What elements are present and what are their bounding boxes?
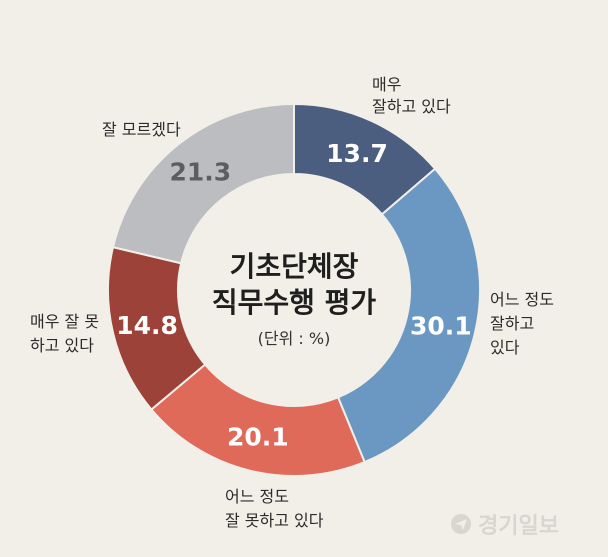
category-label-line: 어느 정도 <box>225 487 289 506</box>
slice-value-label-1: 13.7 <box>326 139 388 168</box>
slice-value-label-5: 21.3 <box>169 158 231 187</box>
category-label-line: 하고 있다 <box>30 336 94 355</box>
category-label-line: 잘 못하고 있다 <box>225 511 324 530</box>
slice-value-label-4: 14.8 <box>116 311 178 340</box>
watermark-text: 경기일보 <box>478 514 559 539</box>
chart-title-line-2: 직무수행 평가 <box>212 286 377 319</box>
category-label-line: 매우 잘 못 <box>30 312 99 331</box>
category-label-line: 있다 <box>490 338 520 357</box>
donut-slices <box>107 102 481 477</box>
slice-value-label-3: 20.1 <box>227 423 289 452</box>
category-label-line: 잘 모르겠다 <box>102 120 181 139</box>
category-label-line: 잘하고 <box>490 314 534 333</box>
donut-slice-5 <box>111 102 295 265</box>
slice-value-labels: 13.7 30.1 20.1 14.8 21.3 <box>116 139 471 452</box>
category-label-5: 잘 모르겠다 <box>102 120 181 139</box>
center-title-block: 기초단체장 직무수행 평가 (단위 : %) <box>212 250 377 348</box>
paper-plane-icon <box>451 514 471 534</box>
chart-title-line-1: 기초단체장 <box>230 250 359 283</box>
category-label-line: 매우 <box>372 75 401 94</box>
publisher-watermark: 경기일보 <box>450 508 559 540</box>
slice-value-label-2: 30.1 <box>410 311 472 340</box>
category-label-line: 잘하고 있다 <box>372 97 451 116</box>
donut-slice-2 <box>336 167 481 464</box>
chart-unit-subtitle: (단위 : %) <box>258 329 331 348</box>
category-label-line: 어느 정도 <box>490 290 554 309</box>
